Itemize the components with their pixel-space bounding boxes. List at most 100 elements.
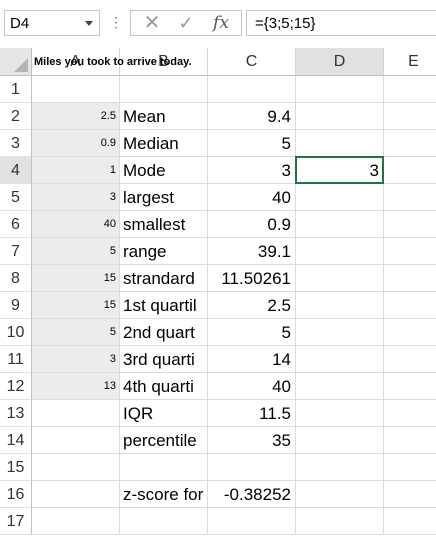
cell-d6[interactable] [296, 211, 384, 238]
cell-a10[interactable]: 5 [32, 319, 120, 346]
cell-b15[interactable] [120, 454, 208, 481]
insert-function-icon[interactable]: fx [213, 13, 229, 33]
cell-c10[interactable]: 5 [208, 319, 296, 346]
cell-d11[interactable] [296, 346, 384, 373]
cell-c5[interactable]: 40 [208, 184, 296, 211]
cell-b7[interactable]: range [120, 238, 208, 265]
cell-c8[interactable]: 11.50261 [208, 265, 296, 292]
select-all-button[interactable] [0, 48, 32, 76]
row-header-1[interactable]: 1 [0, 76, 32, 103]
cell-e5[interactable] [384, 184, 436, 211]
cell-e11[interactable] [384, 346, 436, 373]
cell-e1[interactable] [384, 76, 436, 103]
cell-c14[interactable]: 35 [208, 427, 296, 454]
cell-d14[interactable] [296, 427, 384, 454]
cell-b14[interactable]: percentile [120, 427, 208, 454]
cell-e17[interactable] [384, 508, 436, 535]
row-header-13[interactable]: 13 [0, 400, 32, 427]
cell-b6[interactable]: smallest [120, 211, 208, 238]
cell-d17[interactable] [296, 508, 384, 535]
cell-c2[interactable]: 9.4 [208, 103, 296, 130]
cell-d2[interactable] [296, 103, 384, 130]
cell-a14[interactable] [32, 427, 120, 454]
cell-c4[interactable]: 3 [208, 157, 296, 184]
cell-b3[interactable]: Median [120, 130, 208, 157]
cell-c13[interactable]: 11.5 [208, 400, 296, 427]
cell-b10[interactable]: 2nd quart [120, 319, 208, 346]
cell-b16[interactable]: z-score for [120, 481, 208, 508]
column-header-b[interactable]: B [120, 48, 208, 76]
cell-d8[interactable] [296, 265, 384, 292]
cell-d5[interactable] [296, 184, 384, 211]
cell-e15[interactable] [384, 454, 436, 481]
cell-a6[interactable]: 40 [32, 211, 120, 238]
row-header-7[interactable]: 7 [0, 238, 32, 265]
cell-a7[interactable]: 5 [32, 238, 120, 265]
row-header-9[interactable]: 9 [0, 292, 32, 319]
cell-e16[interactable] [384, 481, 436, 508]
cell-d10[interactable] [296, 319, 384, 346]
row-header-12[interactable]: 12 [0, 373, 32, 400]
chevron-down-icon[interactable] [85, 21, 93, 26]
cell-b9[interactable]: 1st quartil [120, 292, 208, 319]
cell-e10[interactable] [384, 319, 436, 346]
cell-a3[interactable]: 0.9 [32, 130, 120, 157]
cell-e4[interactable] [384, 157, 436, 184]
cell-a12[interactable]: 13 [32, 373, 120, 400]
cell-b5[interactable]: largest [120, 184, 208, 211]
column-header-c[interactable]: C [208, 48, 296, 76]
name-box[interactable]: D4 [4, 10, 100, 36]
cell-d16[interactable] [296, 481, 384, 508]
cell-a4[interactable]: 1 [32, 157, 120, 184]
column-header-e[interactable]: E [384, 48, 436, 76]
cell-e6[interactable] [384, 211, 436, 238]
cell-a5[interactable]: 3 [32, 184, 120, 211]
row-header-15[interactable]: 15 [0, 454, 32, 481]
cell-c12[interactable]: 40 [208, 373, 296, 400]
cell-e13[interactable] [384, 400, 436, 427]
row-header-11[interactable]: 11 [0, 346, 32, 373]
enter-icon[interactable]: ✓ [178, 13, 194, 33]
cell-e3[interactable] [384, 130, 436, 157]
cell-a9[interactable]: 15 [32, 292, 120, 319]
cell-e9[interactable] [384, 292, 436, 319]
cell-b1[interactable] [120, 76, 208, 103]
row-header-17[interactable]: 17 [0, 508, 32, 535]
formula-input[interactable]: ={3;5;15} [246, 10, 436, 36]
cell-d15[interactable] [296, 454, 384, 481]
cell-b12[interactable]: 4th quarti [120, 373, 208, 400]
cell-a8[interactable]: 15 [32, 265, 120, 292]
row-header-6[interactable]: 6 [0, 211, 32, 238]
cell-b2[interactable]: Mean [120, 103, 208, 130]
cell-e7[interactable] [384, 238, 436, 265]
row-header-16[interactable]: 16 [0, 481, 32, 508]
cancel-icon[interactable]: ✕ [143, 12, 161, 34]
cell-c15[interactable] [208, 454, 296, 481]
row-header-14[interactable]: 14 [0, 427, 32, 454]
cell-b8[interactable]: strandard [120, 265, 208, 292]
cell-b4[interactable]: Mode [120, 157, 208, 184]
cell-c1[interactable] [208, 76, 296, 103]
cell-d3[interactable] [296, 130, 384, 157]
row-header-3[interactable]: 3 [0, 130, 32, 157]
cell-a16[interactable] [32, 481, 120, 508]
cell-e12[interactable] [384, 373, 436, 400]
cell-d12[interactable] [296, 373, 384, 400]
row-header-2[interactable]: 2 [0, 103, 32, 130]
more-options-icon[interactable]: ⋮ [109, 14, 123, 30]
cell-c7[interactable]: 39.1 [208, 238, 296, 265]
column-header-d[interactable]: D [296, 48, 384, 76]
row-header-5[interactable]: 5 [0, 184, 32, 211]
cell-c16[interactable]: -0.38252 [208, 481, 296, 508]
cell-c9[interactable]: 2.5 [208, 292, 296, 319]
cell-a11[interactable]: 3 [32, 346, 120, 373]
row-header-10[interactable]: 10 [0, 319, 32, 346]
cell-b13[interactable]: IQR [120, 400, 208, 427]
cell-c11[interactable]: 14 [208, 346, 296, 373]
cell-a1[interactable] [32, 76, 120, 103]
cell-b11[interactable]: 3rd quarti [120, 346, 208, 373]
row-header-8[interactable]: 8 [0, 265, 32, 292]
cell-e14[interactable] [384, 427, 436, 454]
cell-e8[interactable] [384, 265, 436, 292]
cell-d4[interactable]: 3 [296, 157, 384, 184]
